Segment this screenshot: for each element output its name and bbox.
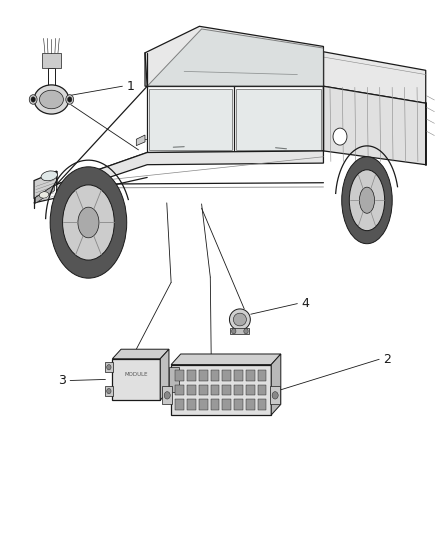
Ellipse shape <box>350 170 385 231</box>
Ellipse shape <box>233 313 247 326</box>
Ellipse shape <box>230 309 251 330</box>
Bar <box>199 399 208 410</box>
Ellipse shape <box>39 192 49 198</box>
Ellipse shape <box>41 171 57 181</box>
Circle shape <box>107 365 111 370</box>
Polygon shape <box>160 349 169 400</box>
Bar <box>246 399 254 410</box>
Ellipse shape <box>342 157 392 244</box>
Polygon shape <box>237 89 321 150</box>
Circle shape <box>31 97 35 102</box>
Bar <box>106 362 113 372</box>
Polygon shape <box>34 171 57 199</box>
Ellipse shape <box>39 90 64 109</box>
Polygon shape <box>35 185 54 204</box>
Text: 2: 2 <box>384 353 392 366</box>
Bar <box>162 386 172 405</box>
Ellipse shape <box>63 185 114 260</box>
Circle shape <box>333 128 347 145</box>
Bar <box>176 399 184 410</box>
Bar <box>42 53 61 68</box>
Bar <box>176 370 184 381</box>
Polygon shape <box>323 86 426 165</box>
Bar <box>234 399 243 410</box>
Text: 4: 4 <box>302 297 310 310</box>
Ellipse shape <box>66 95 74 104</box>
Bar <box>187 370 196 381</box>
Polygon shape <box>136 135 145 146</box>
Polygon shape <box>149 89 232 150</box>
Bar <box>171 365 271 415</box>
Bar <box>211 399 219 410</box>
Bar <box>223 385 231 395</box>
Ellipse shape <box>78 207 99 238</box>
Bar <box>258 385 266 395</box>
Bar <box>199 385 208 395</box>
Ellipse shape <box>50 167 127 278</box>
Circle shape <box>67 97 72 102</box>
Polygon shape <box>271 354 281 415</box>
Bar <box>187 385 196 395</box>
Bar <box>223 399 231 410</box>
Bar <box>211 370 219 381</box>
Bar <box>246 385 254 395</box>
Ellipse shape <box>29 95 37 104</box>
Bar <box>258 370 266 381</box>
Bar <box>223 370 231 381</box>
Circle shape <box>272 392 278 399</box>
Polygon shape <box>113 349 169 359</box>
Polygon shape <box>323 52 426 103</box>
Bar <box>176 385 184 395</box>
Polygon shape <box>171 354 281 365</box>
Bar <box>211 385 219 395</box>
Bar <box>258 399 266 410</box>
Text: 1: 1 <box>127 80 134 93</box>
Ellipse shape <box>360 187 374 213</box>
Ellipse shape <box>34 85 69 114</box>
Bar <box>246 370 254 381</box>
Bar <box>234 385 243 395</box>
Circle shape <box>244 328 248 334</box>
Circle shape <box>232 328 236 334</box>
Bar <box>199 370 208 381</box>
Circle shape <box>164 392 170 399</box>
Polygon shape <box>147 29 323 86</box>
Bar <box>230 328 250 334</box>
Polygon shape <box>145 26 323 86</box>
Text: 3: 3 <box>58 374 66 387</box>
Text: MODULE: MODULE <box>124 372 148 377</box>
Bar <box>270 386 280 405</box>
Bar <box>187 399 196 410</box>
Bar <box>169 367 179 392</box>
Polygon shape <box>57 151 323 195</box>
Bar <box>234 370 243 381</box>
Bar <box>113 359 160 400</box>
Bar <box>106 386 113 396</box>
Circle shape <box>107 389 111 394</box>
